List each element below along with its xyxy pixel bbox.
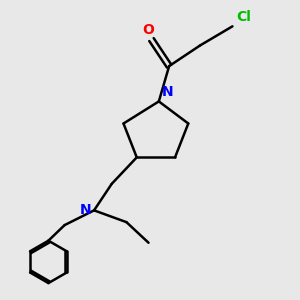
Text: N: N: [80, 203, 92, 218]
Text: Cl: Cl: [236, 10, 251, 24]
Text: N: N: [162, 85, 173, 99]
Text: O: O: [142, 22, 154, 37]
